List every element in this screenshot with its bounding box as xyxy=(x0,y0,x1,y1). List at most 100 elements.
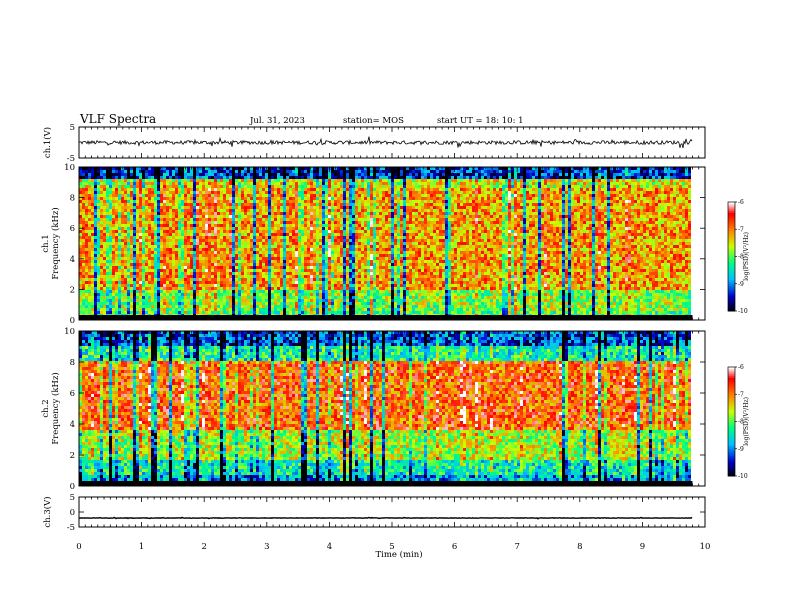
ch1-spectrogram-cell xyxy=(607,215,610,218)
ch1-spectrogram-cell xyxy=(538,179,541,182)
ch1-spectrogram-cell xyxy=(421,170,424,173)
ch1-spectrogram-cell xyxy=(199,170,202,173)
ch1-spectrogram-cell xyxy=(436,167,439,170)
ch1-spectrogram-cell xyxy=(457,194,460,197)
ch1-spectrogram-cell xyxy=(637,167,640,170)
ch1-spectrogram-cell xyxy=(148,200,151,203)
ch1-spectrogram-cell xyxy=(193,173,196,176)
ch1-spectrogram-cell xyxy=(457,212,460,215)
ch1-spectrogram-cell xyxy=(322,224,325,227)
ch1-spectrogram-cell xyxy=(502,197,505,200)
ch1-spectrogram-cell xyxy=(454,215,457,218)
ch1-spectrogram-cell xyxy=(82,203,85,206)
ch1-spectrogram-cell xyxy=(85,224,88,227)
ch1-spectrogram-cell xyxy=(91,227,94,230)
ch1-spectrogram-cell xyxy=(313,209,316,212)
ch1-spectrogram-cell xyxy=(412,233,415,236)
ch1-spectrogram-cell xyxy=(298,170,301,173)
ch1-spectrogram-cell xyxy=(673,209,676,212)
ch1-spectrogram-cell xyxy=(214,200,217,203)
ch1-spectrogram-cell xyxy=(685,179,688,182)
ch1-spectrogram-cell xyxy=(367,203,370,206)
ch1-spectrogram-cell xyxy=(217,224,220,227)
ch1-spectrogram-cell xyxy=(541,179,544,182)
ch1-spectrogram-cell xyxy=(217,215,220,218)
ch1-spectrogram-cell xyxy=(637,182,640,185)
ch1-spectrogram-cell xyxy=(331,200,334,203)
ch1-spectrogram-cell xyxy=(424,176,427,179)
ch1-spectrogram-cell xyxy=(163,206,166,209)
ch1-spectrogram-cell xyxy=(685,221,688,224)
ch1-spectrogram-cell xyxy=(139,218,142,221)
ch1-spectrogram-cell xyxy=(538,185,541,188)
ch1-spectrogram-cell xyxy=(445,179,448,182)
ch1-spectrogram-cell xyxy=(331,227,334,230)
ch1-spectrogram-cell xyxy=(403,170,406,173)
ch1-spectrogram-cell xyxy=(412,194,415,197)
ch1-spectrogram-cell xyxy=(241,209,244,212)
ch1-spectrogram-cell xyxy=(112,206,115,209)
ch1-spectrogram-cell xyxy=(325,227,328,230)
ch1-spectrogram-cell xyxy=(658,209,661,212)
ch1-spectrogram-cell xyxy=(79,209,82,212)
ch1-spectrogram-cell xyxy=(622,170,625,173)
ch1-spectrogram-cell xyxy=(415,176,418,179)
ch1-spectrogram-cell xyxy=(433,191,436,194)
ch1-spectrogram-cell xyxy=(187,176,190,179)
ch1-spectrogram-cell xyxy=(478,188,481,191)
ch1-spectrogram-cell xyxy=(286,182,289,185)
ch1-spectrogram-cell xyxy=(85,200,88,203)
ch1-spectrogram-cell xyxy=(223,173,226,176)
ch1-spectrogram-cell xyxy=(520,221,523,224)
ch1-spectrogram-cell xyxy=(526,179,529,182)
ch1-spectrogram-cell xyxy=(136,179,139,182)
ch1-spectrogram-cell xyxy=(88,206,91,209)
ch1-spectrogram-cell xyxy=(523,197,526,200)
ch1-spectrogram-cell xyxy=(433,230,436,233)
ch1-spectrogram-cell xyxy=(577,212,580,215)
ch1-spectrogram-cell xyxy=(523,218,526,221)
ch1-spectrogram-cell xyxy=(559,179,562,182)
ch1-spectrogram-cell xyxy=(556,200,559,203)
ch1-spectrogram-cell xyxy=(496,215,499,218)
ch1-spectrogram-cell xyxy=(169,230,172,233)
ch1-spectrogram-cell xyxy=(463,221,466,224)
ch1-spectrogram-cell xyxy=(400,203,403,206)
ch1-spectrogram-cell xyxy=(112,182,115,185)
ch1-spectrogram-cell xyxy=(142,188,145,191)
ch1-spectrogram-cell xyxy=(193,182,196,185)
ch1-spectrogram-cell xyxy=(352,188,355,191)
ch1-spectrogram-cell xyxy=(160,218,163,221)
ch1-spectrogram-cell xyxy=(544,230,547,233)
ch1-spectrogram-cell xyxy=(565,182,568,185)
ch1-spectrogram-cell xyxy=(169,209,172,212)
ch1-spectrogram-cell xyxy=(595,206,598,209)
ch1-spectrogram-cell xyxy=(112,227,115,230)
ch1-spectrogram-cell xyxy=(535,203,538,206)
ch1-spectrogram-cell xyxy=(526,230,529,233)
ch1-spectrogram-cell xyxy=(322,212,325,215)
ch1-spectrogram-cell xyxy=(127,206,130,209)
ch1-spectrogram-cell xyxy=(511,215,514,218)
ch1-spectrogram-cell xyxy=(259,200,262,203)
ch1-spectrogram-cell xyxy=(685,224,688,227)
ch1-spectrogram-cell xyxy=(163,215,166,218)
ch1-spectrogram-cell xyxy=(532,206,535,209)
ch1-spectrogram-cell xyxy=(202,203,205,206)
ch1-spectrogram-cell xyxy=(151,197,154,200)
ch1-spectrogram-cell xyxy=(466,212,469,215)
ch1-spectrogram-cell xyxy=(148,191,151,194)
ch1-spectrogram-cell xyxy=(670,167,673,170)
ch1-spectrogram-cell xyxy=(361,179,364,182)
ch1-spectrogram-cell xyxy=(400,182,403,185)
ch1-spectrogram-cell xyxy=(622,203,625,206)
ch1-spectrogram-cell xyxy=(178,170,181,173)
ch1-spectrogram-cell xyxy=(166,233,169,236)
ch1-spectrogram-cell xyxy=(250,233,253,236)
ch1-spectrogram-cell xyxy=(445,203,448,206)
ch1-spectrogram-cell xyxy=(586,227,589,230)
ch1-spectrogram-cell xyxy=(148,209,151,212)
ch1-spectrogram-cell xyxy=(292,188,295,191)
ch1-spectrogram-cell xyxy=(613,224,616,227)
ch1-spectrogram-cell xyxy=(628,173,631,176)
